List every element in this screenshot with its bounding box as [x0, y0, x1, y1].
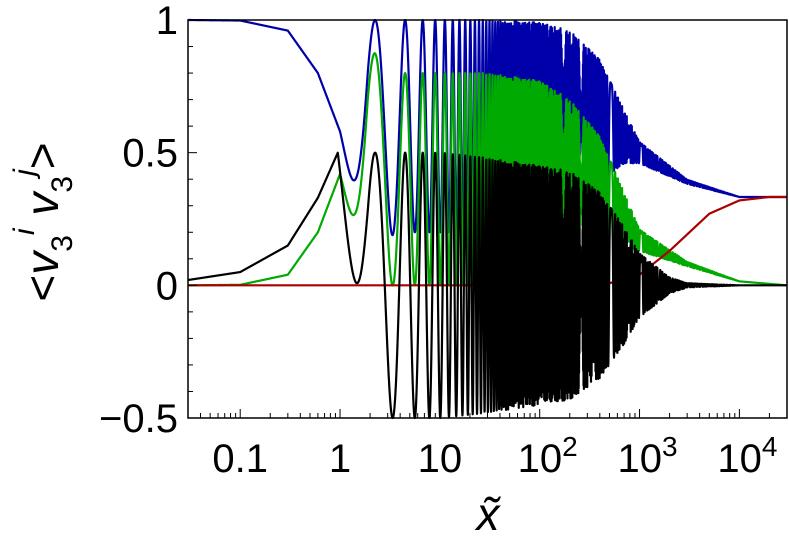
y-axis-title: <v3i v3j>	[8, 142, 79, 301]
x-tick-label: 0.1	[212, 437, 268, 481]
x-tick-label: 102	[518, 431, 578, 481]
series-line-4	[188, 151, 787, 420]
svg-text:<v3i v3j>: <v3i v3j>	[8, 142, 79, 301]
x-axis-title: x̃	[475, 488, 502, 539]
x-tick-label: 104	[717, 431, 777, 481]
y-axis: 1 0.5 0 −0.5	[99, 0, 197, 441]
x-tick-label: 1	[329, 437, 351, 481]
x-axis: 0.1 1 10 102 103 104	[187, 409, 788, 481]
x-tick-label: 10	[418, 437, 463, 481]
y-tick-label: −0.5	[99, 397, 178, 441]
y-tick-label: 1	[156, 0, 178, 43]
y-tick-label: 0.5	[122, 132, 178, 176]
plot-layer	[188, 18, 787, 420]
y-tick-label: 0	[156, 264, 178, 308]
x-tick-label: 103	[617, 431, 677, 481]
